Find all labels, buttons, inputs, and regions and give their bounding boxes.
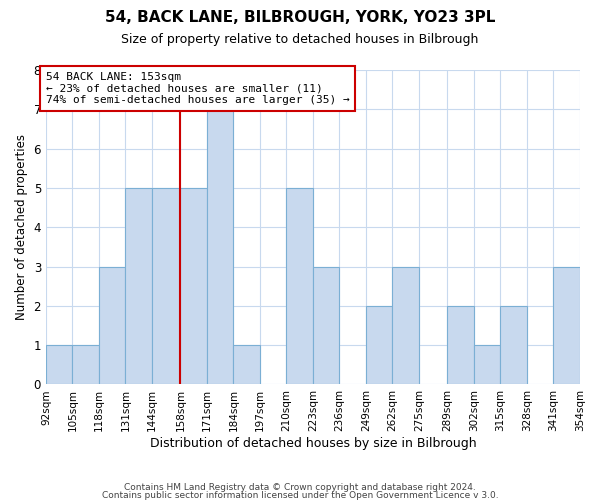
Bar [286,188,313,384]
Bar [313,266,340,384]
Y-axis label: Number of detached properties: Number of detached properties [15,134,28,320]
Bar [233,345,260,385]
Bar [207,110,233,384]
Bar [125,188,152,384]
Text: Contains public sector information licensed under the Open Government Licence v : Contains public sector information licen… [101,492,499,500]
X-axis label: Distribution of detached houses by size in Bilbrough: Distribution of detached houses by size … [149,437,476,450]
Bar [500,306,527,384]
Text: Contains HM Land Registry data © Crown copyright and database right 2024.: Contains HM Land Registry data © Crown c… [124,483,476,492]
Bar [181,188,207,384]
Bar [46,345,73,385]
Bar [73,345,99,385]
Bar [152,188,181,384]
Bar [366,306,392,384]
Text: Size of property relative to detached houses in Bilbrough: Size of property relative to detached ho… [121,32,479,46]
Bar [553,266,580,384]
Text: 54 BACK LANE: 153sqm
← 23% of detached houses are smaller (11)
74% of semi-detac: 54 BACK LANE: 153sqm ← 23% of detached h… [46,72,350,105]
Bar [99,266,125,384]
Bar [448,306,474,384]
Bar [392,266,419,384]
Text: 54, BACK LANE, BILBROUGH, YORK, YO23 3PL: 54, BACK LANE, BILBROUGH, YORK, YO23 3PL [105,10,495,25]
Bar [474,345,500,385]
